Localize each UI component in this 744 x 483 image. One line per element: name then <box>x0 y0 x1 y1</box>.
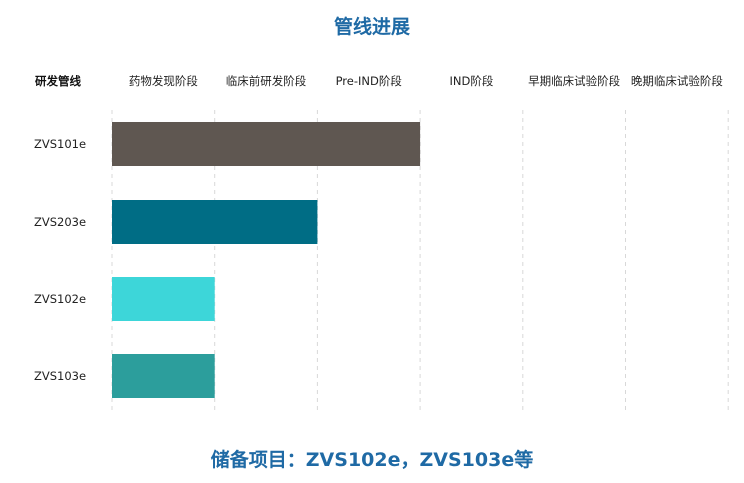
bar-ZVS103e <box>112 354 215 398</box>
stage-header: 药物发现阶段 <box>128 74 198 88</box>
stage-header: 早期临床试验阶段 <box>528 74 621 88</box>
category-label: ZVS103e <box>34 369 86 383</box>
stage-header: Pre-IND阶段 <box>335 74 402 88</box>
row-header: 研发管线 <box>35 74 81 88</box>
stage-header: 临床前研发阶段 <box>225 74 307 88</box>
chart-title: 管线进展 <box>333 16 410 38</box>
stage-header: IND阶段 <box>449 74 494 88</box>
category-label: ZVS203e <box>34 215 86 229</box>
category-label: ZVS101e <box>34 137 86 151</box>
stage-header: 晚期临床试验阶段 <box>630 74 723 88</box>
footnote: 储备项目：ZVS102e，ZVS103e等 <box>210 449 534 471</box>
bar-ZVS101e <box>112 122 421 166</box>
bar-ZVS102e <box>112 277 215 321</box>
bar-ZVS203e <box>112 200 318 244</box>
category-label: ZVS102e <box>34 292 86 306</box>
